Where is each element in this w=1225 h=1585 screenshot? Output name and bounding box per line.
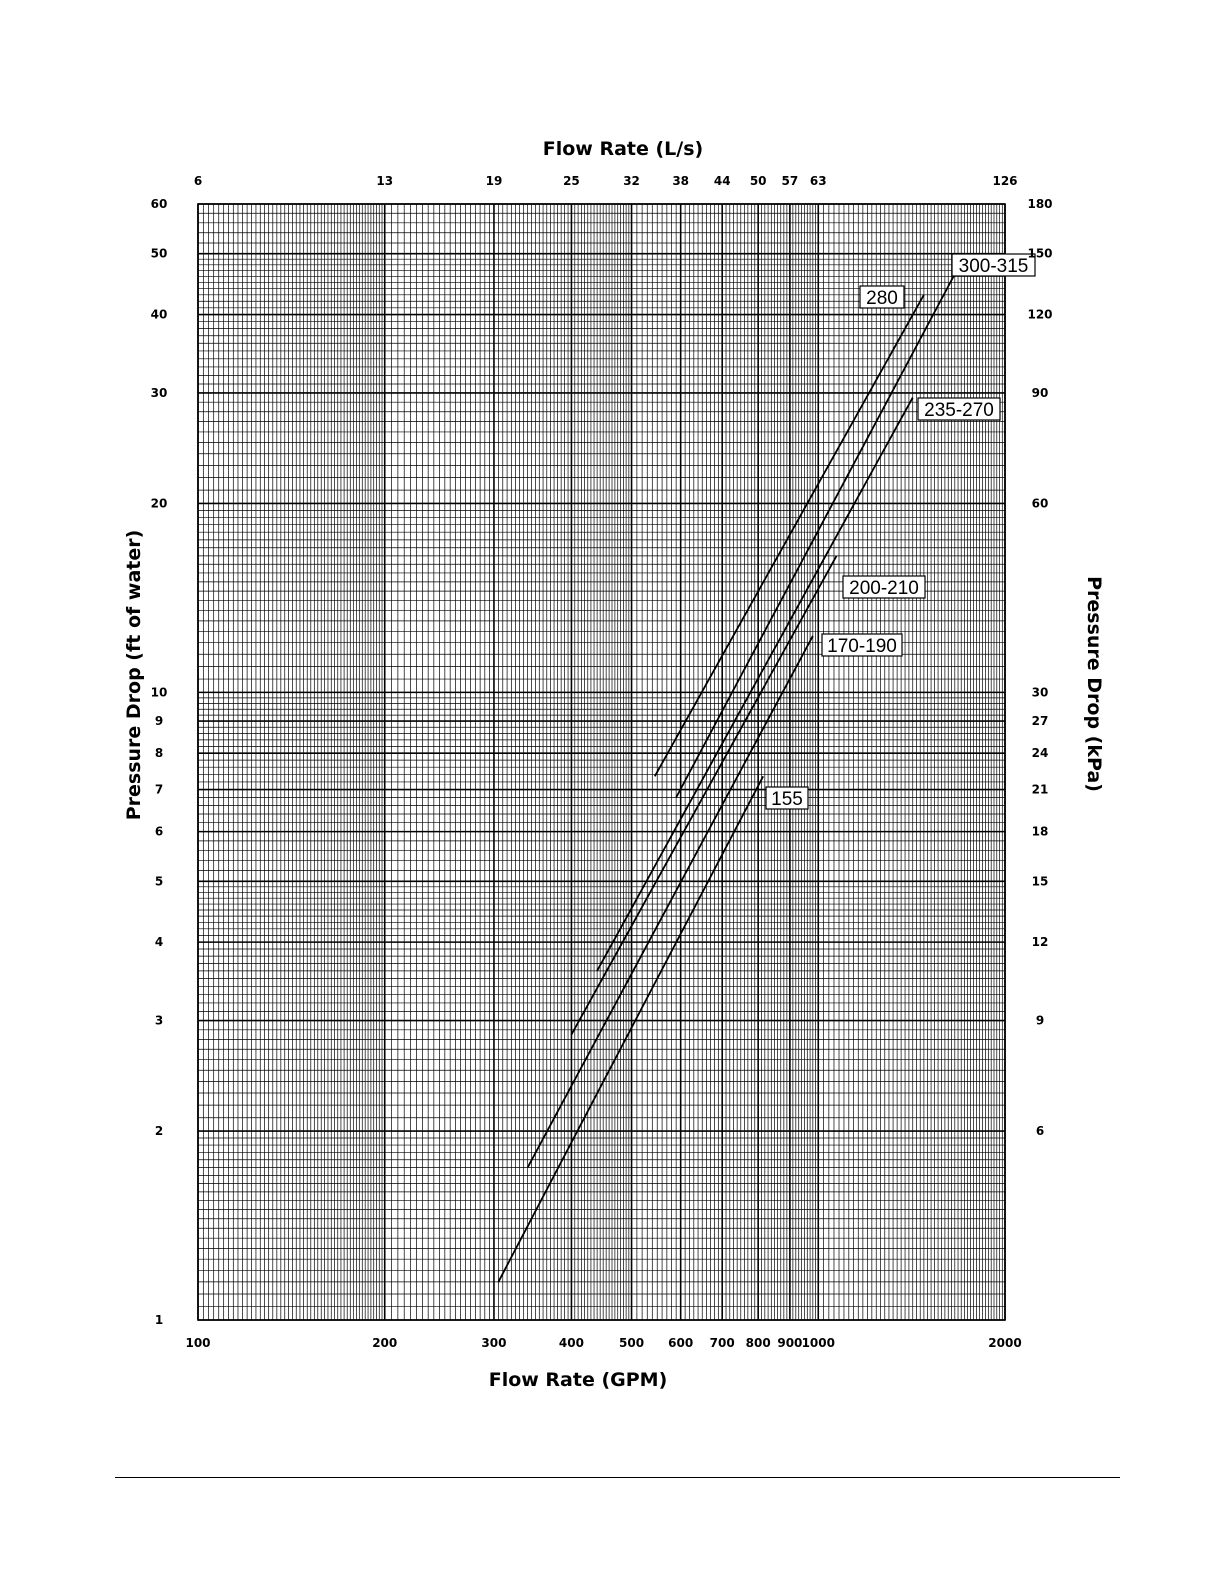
series-label-box	[859, 285, 905, 309]
x2-tick-label: 25	[563, 174, 580, 188]
x2-tick-label: 44	[714, 174, 731, 188]
plot-frame	[197, 203, 1006, 1321]
footer-rule	[115, 1477, 1120, 1478]
y2-tick-label: 12	[1032, 935, 1049, 949]
y2-axis-title: Pressure Drop (kPa)	[1083, 576, 1105, 792]
x-tick-label: 300	[481, 1336, 506, 1350]
y-tick-label: 6	[155, 825, 163, 839]
x2-tick-label: 50	[750, 174, 767, 188]
y2-tick-label: 15	[1032, 874, 1049, 888]
y-tick-label: 7	[155, 783, 163, 797]
y-tick-label: 3	[155, 1014, 163, 1028]
series-line-300-315	[675, 261, 963, 798]
y-axis-title: Pressure Drop (ft of water)	[123, 530, 145, 821]
x-tick-label: 800	[746, 1336, 771, 1350]
y2-tick-label: 60	[1032, 496, 1049, 510]
y-tick-label: 8	[155, 746, 163, 760]
y2-tick-label: 90	[1032, 386, 1049, 400]
x-tick-label: 500	[619, 1336, 644, 1350]
x-tick-label: 900	[777, 1336, 802, 1350]
x2-tick-label: 38	[672, 174, 689, 188]
series-label-280: 280	[866, 288, 898, 309]
series-line-170-190	[526, 635, 814, 1168]
y2-tick-label: 24	[1032, 746, 1049, 760]
x2-tick-label: 19	[486, 174, 503, 188]
x2-tick-label: 126	[992, 174, 1017, 188]
series-label-box	[765, 786, 809, 810]
series-line-200-210	[570, 555, 838, 1035]
x-tick-label: 2000	[988, 1336, 1021, 1350]
series-label-300-315: 300-315	[959, 256, 1029, 277]
x-tick-label: 600	[668, 1336, 693, 1350]
series-line-280	[653, 294, 925, 777]
series-label-box	[821, 633, 903, 657]
y2-tick-label: 180	[1027, 197, 1052, 211]
x-axis-title: Flow Rate (GPM)	[489, 1369, 668, 1391]
y2-tick-label: 21	[1032, 783, 1049, 797]
series-label-170-190: 170-190	[827, 636, 897, 657]
series-lines	[497, 261, 963, 1283]
y-tick-label: 4	[155, 935, 163, 949]
series-labels: 155 170-190 200-210 235-270 280 300-315	[765, 253, 1036, 810]
x-tick-label: 200	[372, 1336, 397, 1350]
x-tick-label: 700	[710, 1336, 735, 1350]
y-tick-label: 20	[151, 496, 168, 510]
y-tick-label: 10	[151, 685, 168, 699]
y2-tick-label: 6	[1036, 1124, 1044, 1138]
series-label-box	[917, 397, 1001, 421]
y2-tick-label: 27	[1032, 714, 1049, 728]
y-tick-label: 40	[151, 308, 168, 322]
y2-tick-label: 9	[1036, 1014, 1044, 1028]
y-tick-label: 1	[155, 1313, 163, 1327]
y-tick-label: 2	[155, 1124, 163, 1138]
y-tick-label: 50	[151, 247, 168, 261]
x-tick-label: 1000	[802, 1336, 835, 1350]
x2-axis-title: Flow Rate (L/s)	[543, 138, 703, 160]
x2-tick-label: 63	[810, 174, 827, 188]
x2-tick-label: 6	[194, 174, 202, 188]
series-label-box	[842, 575, 926, 599]
series-label-235-270: 235-270	[924, 400, 994, 421]
y2-tick-label: 18	[1032, 825, 1049, 839]
plot-border	[197, 203, 1006, 1321]
series-line-155	[497, 775, 764, 1283]
x-tick-label: 400	[559, 1336, 584, 1350]
x2-tick-label: 57	[782, 174, 799, 188]
y-tick-label: 60	[151, 197, 168, 211]
x-tick-label: 100	[185, 1336, 210, 1350]
y2-tick-label: 120	[1027, 308, 1052, 322]
y-tick-label: 9	[155, 714, 163, 728]
series-label-200-210: 200-210	[849, 578, 919, 599]
chart-grid	[197, 203, 1006, 1321]
x2-tick-label: 32	[623, 174, 640, 188]
series-line-235-270	[596, 397, 914, 972]
y-tick-label: 30	[151, 386, 168, 400]
x2-tick-label: 13	[376, 174, 393, 188]
series-label-155: 155	[771, 789, 803, 810]
series-label-box	[951, 253, 1036, 277]
y2-tick-label: 150	[1027, 247, 1052, 261]
y-tick-label: 5	[155, 874, 163, 888]
y2-tick-label: 30	[1032, 685, 1049, 699]
